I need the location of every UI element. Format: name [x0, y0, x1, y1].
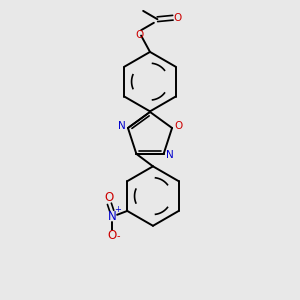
Text: N: N	[107, 210, 116, 223]
Text: O: O	[107, 229, 116, 242]
Text: O: O	[105, 191, 114, 204]
Text: N: N	[118, 122, 125, 131]
Text: +: +	[114, 205, 121, 214]
Text: O: O	[136, 30, 144, 40]
Text: -: -	[117, 231, 120, 241]
Text: O: O	[174, 13, 182, 23]
Text: O: O	[175, 122, 183, 131]
Text: N: N	[166, 150, 174, 161]
